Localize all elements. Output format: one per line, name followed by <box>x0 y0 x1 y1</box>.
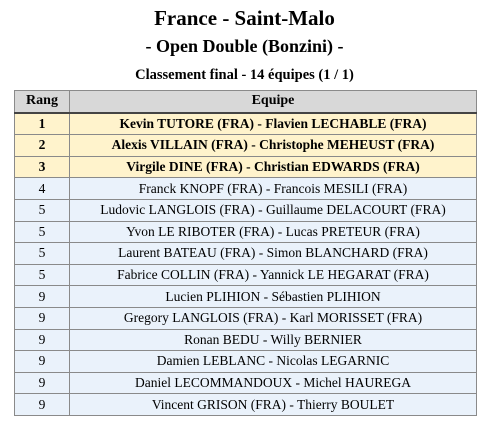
table-row: 9 Ronan BEDU - Willy BERNIER <box>14 328 477 352</box>
table-row: 5 Ludovic LANGLOIS (FRA) - Guillaume DEL… <box>14 198 477 222</box>
team-cell: Kevin TUTORE (FRA) - Flavien LECHABLE (F… <box>69 111 477 136</box>
table-row: 9 Daniel LECOMMANDOUX - Michel HAUREGA <box>14 371 477 395</box>
table-row: 2 Alexis VILLAIN (FRA) - Christophe MEHE… <box>14 134 477 157</box>
rank-cell: 2 <box>14 134 70 157</box>
rank-cell: 5 <box>14 220 70 244</box>
rank-cell: 5 <box>14 242 70 265</box>
table-row: 9 Gregory LANGLOIS (FRA) - Karl MORISSET… <box>14 306 477 330</box>
rank-cell: 3 <box>14 155 70 179</box>
page-title: France - Saint-Malo <box>154 6 335 30</box>
ranking-table: Rang Equipe 1 Kevin TUTORE (FRA) - Flavi… <box>14 89 477 416</box>
team-cell: Damien LEBLANC - Nicolas LEGARNIC <box>69 350 477 373</box>
table-row: 3 Virgile DINE (FRA) - Christian EDWARDS… <box>14 155 477 179</box>
rank-cell: 4 <box>14 177 70 200</box>
team-cell: Lucien PLIHION - Sébastien PLIHION <box>69 285 477 308</box>
rank-cell: 1 <box>14 111 70 136</box>
table-row: 4 Franck KNOPF (FRA) - Francois MESILI (… <box>14 177 477 200</box>
rank-cell: 9 <box>14 393 70 416</box>
rank-cell: 9 <box>14 306 70 330</box>
team-cell: Yvon LE RIBOTER (FRA) - Lucas PRETEUR (F… <box>69 220 477 244</box>
team-cell: Fabrice COLLIN (FRA) - Yannick LE HEGARA… <box>69 263 477 287</box>
table-row: 9 Vincent GRISON (FRA) - Thierry BOULET <box>14 393 477 416</box>
table-row: 9 Lucien PLIHION - Sébastien PLIHION <box>14 285 477 308</box>
rank-cell: 5 <box>14 263 70 287</box>
team-cell: Laurent BATEAU (FRA) - Simon BLANCHARD (… <box>69 242 477 265</box>
team-cell: Franck KNOPF (FRA) - Francois MESILI (FR… <box>69 177 477 200</box>
table-header-row: Rang Equipe <box>14 89 477 114</box>
rank-cell: 9 <box>14 285 70 308</box>
rank-cell: 9 <box>14 371 70 395</box>
team-cell: Ludovic LANGLOIS (FRA) - Guillaume DELAC… <box>69 198 477 222</box>
rank-cell: 5 <box>14 198 70 222</box>
team-cell: Daniel LECOMMANDOUX - Michel HAUREGA <box>69 371 477 395</box>
team-cell: Alexis VILLAIN (FRA) - Christophe MEHEUS… <box>69 134 477 157</box>
column-header-rang: Rang <box>14 89 70 114</box>
table-caption: Classement final - 14 équipes (1 / 1) <box>135 67 354 83</box>
team-cell: Gregory LANGLOIS (FRA) - Karl MORISSET (… <box>69 306 477 330</box>
table-row: 5 Laurent BATEAU (FRA) - Simon BLANCHARD… <box>14 242 477 265</box>
team-cell: Ronan BEDU - Willy BERNIER <box>69 328 477 352</box>
page-subtitle: - Open Double (Bonzini) - <box>145 36 344 56</box>
table-row: 5 Fabrice COLLIN (FRA) - Yannick LE HEGA… <box>14 263 477 287</box>
table-row: 1 Kevin TUTORE (FRA) - Flavien LECHABLE … <box>14 111 477 136</box>
team-cell: Virgile DINE (FRA) - Christian EDWARDS (… <box>69 155 477 179</box>
column-header-equipe: Equipe <box>69 89 477 114</box>
table-row: 9 Damien LEBLANC - Nicolas LEGARNIC <box>14 350 477 373</box>
table-row: 5 Yvon LE RIBOTER (FRA) - Lucas PRETEUR … <box>14 220 477 244</box>
team-cell: Vincent GRISON (FRA) - Thierry BOULET <box>69 393 477 416</box>
rank-cell: 9 <box>14 350 70 373</box>
rank-cell: 9 <box>14 328 70 352</box>
